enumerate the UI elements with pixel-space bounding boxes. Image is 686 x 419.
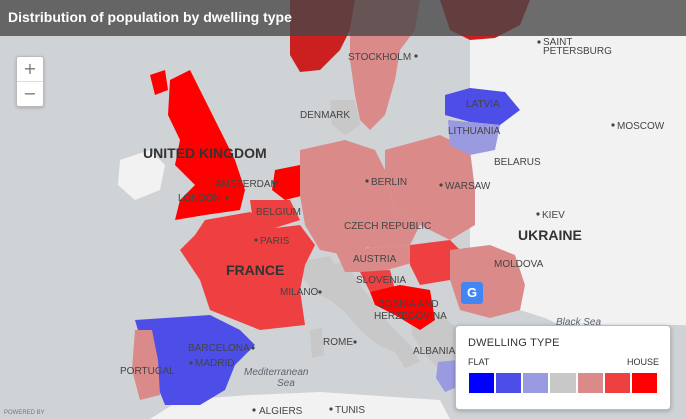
italy (300, 262, 420, 368)
label-tunis: TUNIS (335, 405, 365, 416)
legend-swatch (468, 372, 496, 394)
powered-by: POWERED BY (4, 410, 45, 416)
land-africa (150, 392, 450, 419)
label-madrid: MADRID (195, 358, 234, 369)
label-denmark: DENMARK (300, 110, 350, 121)
legend: DWELLING TYPE FLAT HOUSE (455, 325, 671, 410)
label-albania: ALBANIA (413, 346, 456, 357)
label-milano: MILANO (280, 287, 319, 298)
sardinia (310, 328, 324, 358)
label-bosnia-1: BOSNIA AND (378, 299, 439, 310)
label-kiev: KIEV (542, 210, 565, 221)
czech-republic (345, 210, 420, 248)
label-moscow: MOSCOW (617, 121, 665, 132)
label-france: FRANCE (226, 262, 284, 278)
poland (385, 135, 475, 240)
translate-icon[interactable]: G (461, 282, 483, 304)
legend-swatch (576, 372, 604, 394)
label-ukraine: UKRAINE (518, 227, 582, 243)
label-algiers: ALGIERS (259, 406, 303, 417)
label-belarus: BELARUS (494, 157, 541, 168)
portugal (132, 330, 160, 400)
spain (135, 315, 255, 405)
latvia (445, 88, 520, 125)
city-markers (189, 40, 615, 412)
legend-max-label: HOUSE (626, 357, 659, 367)
france (180, 212, 315, 330)
label-moldova: MOLDOVA (494, 259, 544, 270)
label-black-sea: Black Sea (556, 317, 601, 328)
legend-swatch (495, 372, 523, 394)
label-paris: PARIS (260, 236, 290, 247)
label-latvia: LATVIA (466, 99, 500, 110)
label-belgium: BELGIUM (256, 207, 301, 218)
zoom-in-button[interactable]: + (17, 57, 43, 82)
switzerland (298, 256, 338, 282)
label-portugal: PORTUGAL (120, 366, 175, 377)
zoom-control: + − (16, 56, 44, 107)
label-rome: ROME (323, 337, 353, 348)
romania (450, 245, 525, 318)
label-warsaw: WARSAW (445, 181, 491, 192)
legend-swatch (522, 372, 550, 394)
title-bar: Distribution of population by dwelling t… (0, 0, 686, 36)
label-stockholm: STOCKHOLM (348, 52, 411, 63)
label-czech-republic: CZECH REPUBLIC (344, 221, 431, 232)
label-slovenia: SLOVENIA (356, 275, 406, 286)
page-title: Distribution of population by dwelling t… (8, 9, 292, 25)
denmark (330, 100, 360, 135)
lithuania (448, 120, 500, 155)
legend-swatch (549, 372, 577, 394)
slovenia (360, 270, 395, 292)
legend-swatch (630, 372, 658, 394)
label-austria: AUSTRIA (353, 254, 397, 265)
label-london: LONDON (178, 193, 221, 204)
netherlands (272, 165, 305, 200)
label-lithuania: LITHUANIA (448, 126, 501, 137)
label-st-petersburg-2: PETERSBURG (543, 46, 612, 57)
label-berlin: BERLIN (371, 177, 407, 188)
ireland (118, 150, 165, 200)
label-amsterdam: AMSTERDAM (215, 179, 279, 190)
austria (335, 245, 415, 272)
label-barcelona: BARCELONA (188, 343, 250, 354)
label-mediterranean-2: Sea (277, 378, 295, 389)
united-kingdom (168, 70, 245, 220)
legend-min-label: FLAT (468, 357, 490, 367)
label-mediterranean-1: Mediterranean (244, 367, 309, 378)
label-united-kingdom: UNITED KINGDOM (143, 145, 267, 161)
germany (300, 140, 395, 255)
label-st-petersburg-1: SAINT (543, 37, 572, 48)
label-bosnia-2: HERZEGOVINA (374, 311, 447, 322)
legend-title: DWELLING TYPE (468, 337, 560, 349)
land-east (340, 0, 686, 325)
belgium (250, 200, 300, 228)
zoom-out-button[interactable]: − (23, 84, 37, 103)
uk-west-isles (150, 70, 168, 95)
legend-color-scale (468, 372, 658, 394)
croatia-bosnia (370, 285, 435, 330)
legend-swatch (603, 372, 631, 394)
